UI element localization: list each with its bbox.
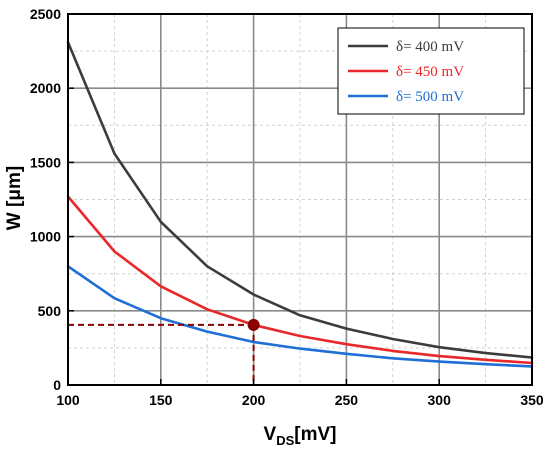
axis-ticks: 100 150 200 250 300 350 0 500 1000 1500 2000 2500 <box>30 6 544 408</box>
series-line-3 <box>66 264 534 368</box>
x-tick-label: 150 <box>149 392 173 408</box>
annotation <box>68 318 260 385</box>
legend-label-3: δ= 500 mV <box>396 89 464 105</box>
y-tick-label: 1500 <box>30 154 61 170</box>
y-tick-label: 1000 <box>30 229 61 245</box>
x-tick-label: 100 <box>56 392 80 408</box>
y-tick-label: 2000 <box>30 80 61 96</box>
legend: δ= 400 mV δ= 450 mV δ= 500 mV <box>337 27 525 115</box>
x-tick-label: 300 <box>428 392 452 408</box>
y-tick-label: 2500 <box>30 6 61 22</box>
plot-frame <box>67 13 533 386</box>
x-axis-title: VDS[mV] <box>264 424 337 448</box>
annotation-marker <box>247 318 260 331</box>
legend-label-2: δ= 450 mV <box>396 64 464 80</box>
series-line-2 <box>66 195 534 365</box>
series-line-1 <box>66 40 534 359</box>
x-axis-title-unit: [mV] <box>294 424 336 445</box>
y-axis-title: W [μm] <box>4 166 25 230</box>
series-lines <box>66 40 534 368</box>
x-tick-label: 350 <box>520 392 544 408</box>
x-tick-label: 250 <box>335 392 359 408</box>
y-tick-label: 0 <box>53 377 61 393</box>
legend-label-1: δ= 400 mV <box>396 39 464 55</box>
x-axis-title-subscript: DS <box>276 433 294 448</box>
x-axis-title-main: V <box>264 424 277 445</box>
x-tick-label: 200 <box>242 392 266 408</box>
y-tick-label: 500 <box>38 303 62 319</box>
